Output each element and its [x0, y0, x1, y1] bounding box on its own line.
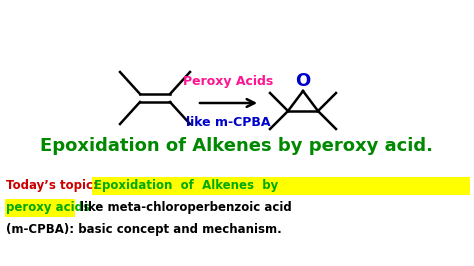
Text: O: O [295, 72, 310, 90]
FancyBboxPatch shape [92, 177, 470, 195]
Text: Epoxidation  of  Alkenes  by: Epoxidation of Alkenes by [94, 180, 278, 193]
Text: like meta-chloroperbenzoic acid: like meta-chloroperbenzoic acid [80, 202, 292, 214]
FancyArrowPatch shape [200, 99, 255, 107]
Text: Peroxy Acids: Peroxy Acids [183, 74, 273, 88]
Text: like m-CPBA: like m-CPBA [186, 117, 271, 130]
FancyBboxPatch shape [5, 199, 75, 217]
Text: Today’s topic:: Today’s topic: [6, 180, 98, 193]
Text: (m-CPBA): basic concept and mechanism.: (m-CPBA): basic concept and mechanism. [6, 222, 282, 235]
Text: peroxy acids: peroxy acids [6, 202, 90, 214]
Text: Epoxidation of Alkenes by peroxy acid.: Epoxidation of Alkenes by peroxy acid. [40, 137, 434, 155]
